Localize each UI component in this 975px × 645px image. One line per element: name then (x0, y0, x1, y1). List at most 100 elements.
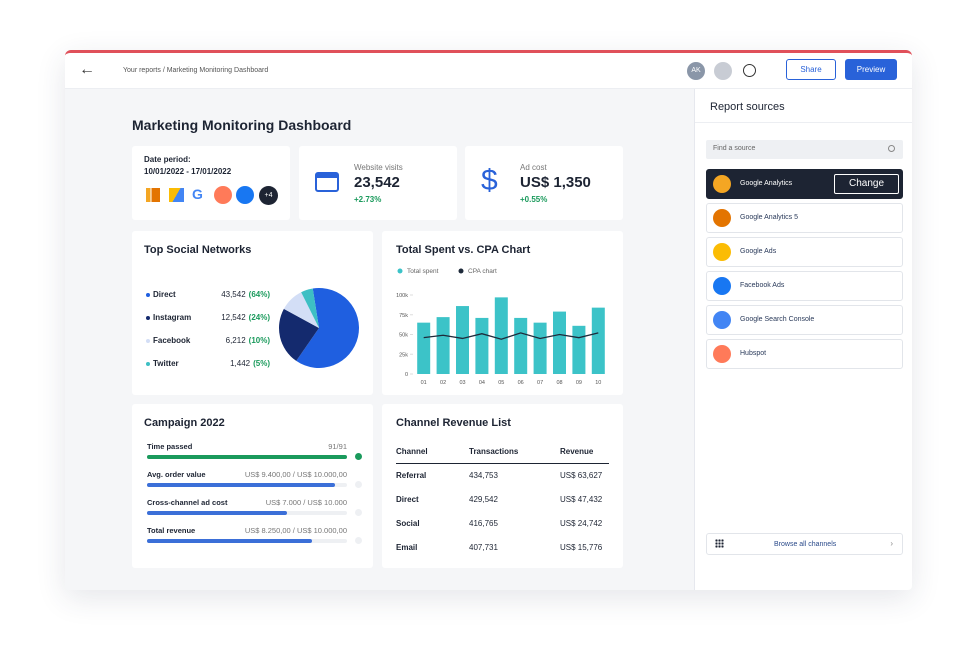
pie-slice (296, 288, 359, 368)
legend-dot (458, 268, 464, 274)
search-placeholder: Find a source (713, 145, 756, 152)
table-cell: 407,731 (469, 543, 498, 552)
kpi-change: +0.55% (520, 195, 548, 204)
source-icon (713, 345, 731, 363)
kpi-value: US$ 1,350 (520, 174, 591, 191)
source-name: Google Analytics (740, 180, 793, 187)
bar (572, 325, 586, 374)
chevron: › (890, 539, 893, 548)
sources-panel: Report sources Find a source Browse all … (694, 89, 912, 590)
change-button[interactable]: Change (834, 174, 899, 194)
x-tick-label: 05 (498, 380, 504, 386)
table-cell: US$ 47,432 (560, 495, 603, 504)
x-tick-label: 01 (421, 380, 427, 386)
bar (533, 322, 547, 374)
source-name: Google Ads (740, 248, 777, 255)
status-dot (355, 509, 362, 516)
x-tick-label: 06 (518, 380, 524, 386)
kpi-change: +2.73% (354, 195, 382, 204)
source-item[interactable]: Google Analytics Change (706, 169, 903, 199)
row-label: 91/91 (328, 442, 347, 451)
table-cell: US$ 15,776 (560, 543, 603, 552)
comments-icon[interactable] (743, 64, 756, 77)
bar-line-chart: 0 25k 50k 75k 100k Total spent CPA chart 01 02 03… (396, 268, 605, 386)
breadcrumb: Your reports / Marketing Monitoring Dash… (123, 67, 269, 74)
table-cell: Referral (396, 471, 427, 480)
source-item[interactable]: Google Ads (706, 237, 903, 267)
date-card: Date period: 10/01/2022 - 17/01/2022 G +… (132, 146, 290, 220)
network-stat: 43,542 (64%) (221, 290, 270, 299)
table-cell: US$ 24,742 (560, 519, 603, 528)
y-tick-label: 25k (399, 352, 408, 358)
date-range: 10/01/2022 - 17/01/2022 (144, 167, 232, 176)
count: 6,212 (225, 336, 246, 345)
panel-title: Report sources (710, 101, 785, 113)
preview-button[interactable]: Preview (845, 59, 897, 80)
browser-icon (315, 172, 339, 192)
social-card: Top Social Networks Direct 43,542 (64%) Ins… (132, 231, 373, 395)
facebook-icon (236, 186, 254, 204)
progress-bar (147, 511, 287, 515)
browse-button[interactable]: Browse all channels › (706, 533, 903, 555)
bar (494, 297, 508, 374)
share-button[interactable]: Share (786, 59, 836, 80)
source-name: Facebook Ads (740, 282, 785, 289)
source-icon (713, 243, 731, 261)
row-label: US$ 9.400,00 / US$ 10.000,00 (244, 470, 347, 479)
x-tick-label: 09 (576, 380, 582, 386)
browse-label: Browse all channels (774, 541, 837, 548)
ads-icon (169, 188, 184, 202)
kpi-label: Ad cost (520, 163, 547, 172)
pie-slice (301, 288, 319, 328)
legend-dot (146, 362, 150, 366)
source-name: Hubspot (740, 350, 767, 357)
source-icon (713, 209, 731, 227)
y-tick-label: 75k (399, 313, 408, 319)
status-dot (355, 453, 362, 460)
status-dot (355, 481, 362, 488)
row-label: US$ 8.250,00 / US$ 10.000,00 (244, 526, 347, 535)
pie-slice (283, 292, 319, 328)
card-title: Top Social Networks (144, 244, 252, 256)
table-cell: US$ 63,627 (560, 471, 603, 480)
legend-dot (397, 268, 403, 274)
row-name: Cross-channel ad cost (147, 498, 228, 507)
share: (64%) (248, 290, 270, 299)
legend-dot (146, 339, 150, 343)
pie-slice (279, 308, 319, 361)
revenue-card: Channel Revenue List Channel Transactions… (382, 404, 623, 568)
x-tick-label: 03 (459, 380, 465, 386)
back-button[interactable]: ← (79, 61, 95, 78)
search-box[interactable]: Find a source (706, 140, 903, 159)
more-sources[interactable]: +4 (259, 186, 278, 205)
x-tick-label: 04 (479, 380, 485, 386)
avatar[interactable]: AK (687, 62, 705, 80)
source-item[interactable]: Hubspot (706, 339, 903, 369)
card-title: Campaign 2022 (144, 417, 225, 429)
source-item[interactable]: Google Analytics 5 (706, 203, 903, 233)
x-tick-label: 07 (537, 380, 543, 386)
count: 43,542 (221, 290, 246, 299)
legend-label: CPA chart (468, 268, 497, 275)
source-icon (713, 311, 731, 329)
network-stat: 6,212 (10%) (226, 336, 270, 345)
legend-dot (146, 293, 150, 297)
network-name: Facebook (153, 336, 191, 345)
table-cell: 429,542 (469, 495, 498, 504)
network-name: Twitter (153, 359, 179, 368)
source-item[interactable]: Facebook Ads (706, 271, 903, 301)
legend-dot (146, 316, 150, 320)
bar (553, 311, 566, 374)
avatar-photo[interactable] (714, 62, 732, 80)
network-name: Instagram (153, 313, 192, 322)
column-header: Channel (396, 447, 428, 456)
table-cell: Direct (396, 495, 419, 504)
dollar-icon: $ (481, 164, 498, 197)
source-item[interactable]: Google Search Console (706, 305, 903, 335)
google-icon: G (192, 186, 203, 202)
table-cell: Social (396, 519, 420, 528)
bar (436, 317, 450, 374)
column-header: Transactions (469, 447, 519, 456)
ga-icon (146, 188, 160, 202)
